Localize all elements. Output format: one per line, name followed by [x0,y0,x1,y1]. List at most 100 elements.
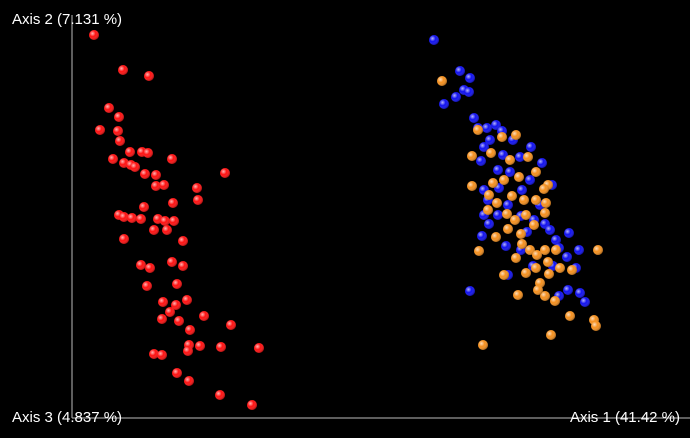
point-shine [502,209,512,219]
point-shine [562,252,572,262]
point [95,125,105,135]
point [497,132,507,142]
point [493,165,503,175]
point-shine [182,295,192,305]
x-axis-label: Axis 1 (41.42 %) [570,409,680,426]
point-shine [510,215,520,225]
point-shine [467,151,477,161]
point-shine [564,228,574,238]
point [149,349,159,359]
point [159,180,169,190]
point [167,154,177,164]
point-shine [531,195,541,205]
point [174,316,184,326]
point-shine [479,142,489,152]
point-shine [546,330,556,340]
point [104,103,114,113]
point [476,156,486,166]
point [158,297,168,307]
point [199,311,209,321]
point-shine [482,123,492,133]
point-shine [529,220,539,230]
point [136,214,146,224]
point-shine [185,325,195,335]
point-shine [517,185,527,195]
point [503,224,513,234]
point-shine [183,346,193,356]
point-shine [157,350,167,360]
point-shine [174,316,184,326]
point-shine [531,167,541,177]
point [220,168,230,178]
y-axis-label: Axis 2 (7.131 %) [12,11,122,28]
point [247,400,257,410]
point-shine [455,66,465,76]
point [119,212,129,222]
point [140,169,150,179]
point [455,66,465,76]
point-shine [486,148,496,158]
point-shine [162,225,172,235]
point [563,285,573,295]
point [505,155,515,165]
point-shine [149,225,159,235]
point [507,191,517,201]
point [139,202,149,212]
point-shine [439,99,449,109]
point-shine [149,349,159,359]
point [491,232,501,242]
point-shine [477,231,487,241]
point [451,92,461,102]
point-shine [501,241,511,251]
point-shine [575,288,585,298]
point [492,198,502,208]
point [526,142,536,152]
point [499,175,509,185]
point [513,290,523,300]
point [157,314,167,324]
point-shine [465,73,475,83]
point [192,183,202,193]
point [565,311,575,321]
point-shine [517,239,527,249]
point-shine [168,198,178,208]
point [183,346,193,356]
point-shine [193,195,203,205]
point [551,235,561,245]
point-shine [485,135,495,145]
point [226,320,236,330]
point-shine [104,103,114,113]
point [539,184,549,194]
point [540,291,550,301]
point [145,263,155,273]
point-shine [215,390,225,400]
point-shine [550,296,560,306]
point-shine [544,269,554,279]
point-shine [531,263,541,273]
point [550,296,560,306]
point-shine [484,190,494,200]
point-shine [119,234,129,244]
point [540,208,550,218]
point [575,288,585,298]
point-shine [464,87,474,97]
point [544,269,554,279]
point-shine [513,290,523,300]
point [193,195,203,205]
point-shine [473,125,483,135]
point-shine [521,210,531,220]
point [562,252,572,262]
point-shine [167,154,177,164]
point-shine [169,216,179,226]
point [484,219,494,229]
point-shine [114,112,124,122]
point-shine [505,167,515,177]
point [545,225,555,235]
point-shine [493,165,503,175]
point [216,342,226,352]
point-shine [151,170,161,180]
point [89,30,99,40]
point-shine [157,314,167,324]
